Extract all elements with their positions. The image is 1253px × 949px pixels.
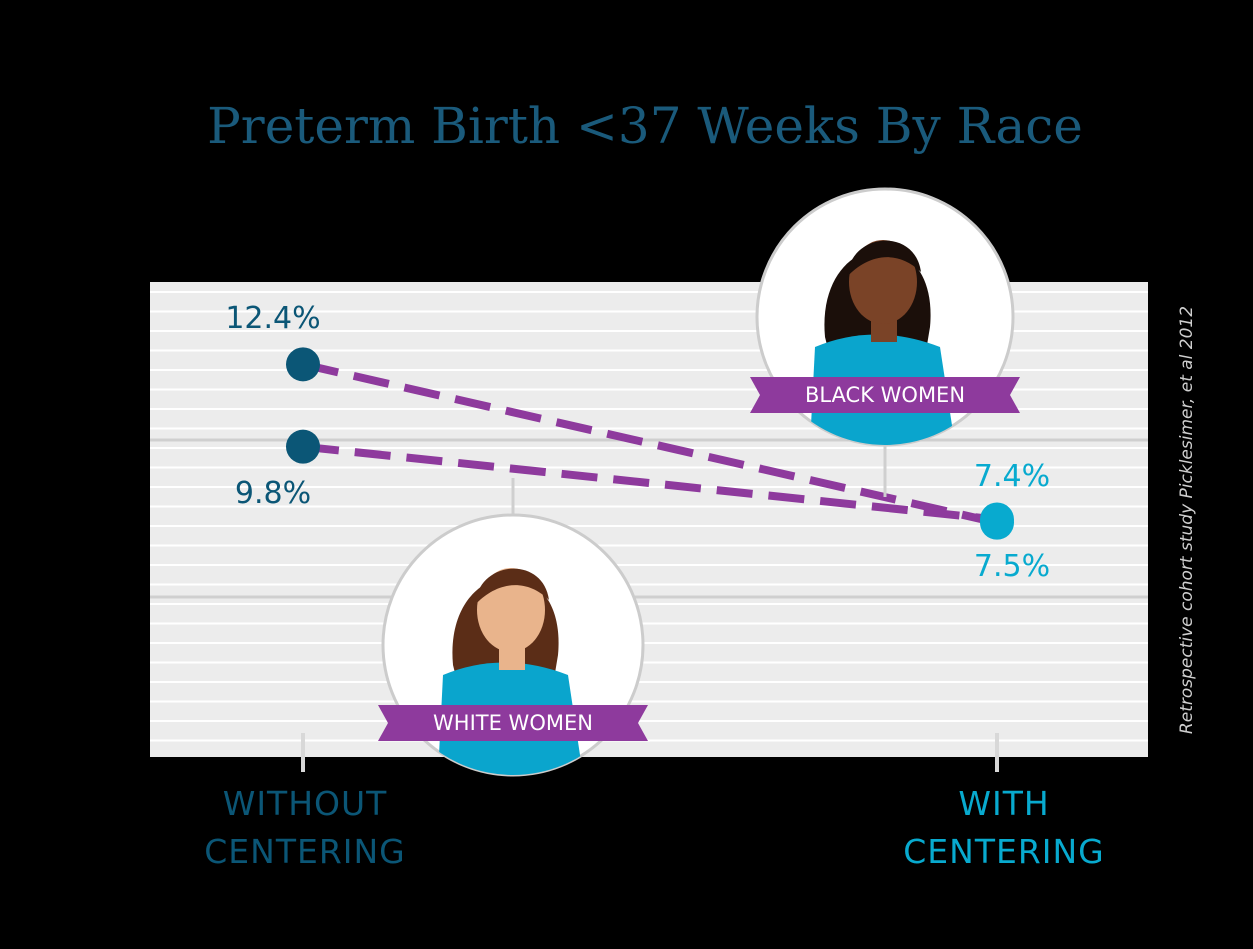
value-label: 7.4%: [974, 459, 1050, 494]
legend-label: WHITE WOMEN: [433, 711, 593, 735]
x-tick-label: WITHOUT CENTERING: [180, 780, 430, 876]
point: [286, 430, 320, 464]
source-note: Retrospective cohort study Picklesimer, …: [1177, 306, 1197, 734]
value-label: 9.8%: [235, 476, 311, 511]
x-tick-label: WITH CENTERING: [879, 780, 1129, 876]
page: {"chart_data": { "type": "line", "title"…: [0, 0, 1253, 949]
point: [980, 503, 1014, 537]
portrait: BLACK WOMEN: [750, 189, 1020, 445]
value-label: 7.5%: [974, 549, 1050, 584]
portrait: WHITE WOMEN: [378, 515, 648, 775]
chart-title: Preterm Birth <37 Weeks By Race: [207, 97, 1083, 155]
value-label: 12.4%: [225, 301, 320, 336]
point: [286, 347, 320, 381]
legend-label: BLACK WOMEN: [805, 383, 965, 407]
